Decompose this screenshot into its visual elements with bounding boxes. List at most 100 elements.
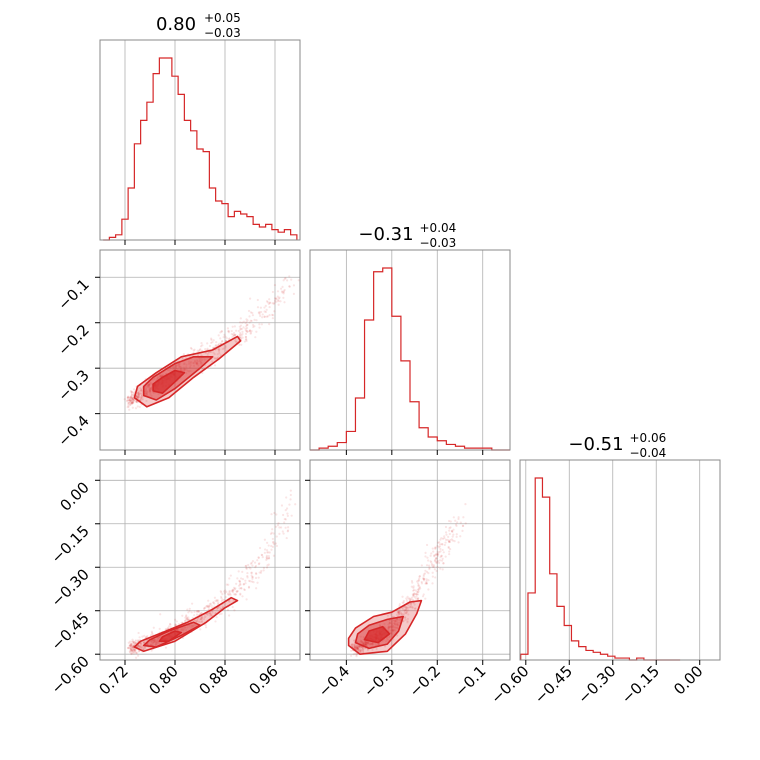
scatter-point <box>238 580 241 583</box>
scatter-point <box>277 299 280 303</box>
scatter-point <box>221 592 224 596</box>
scatter-point <box>265 566 269 569</box>
scatter-point <box>266 315 269 318</box>
scatter-point <box>284 277 287 280</box>
scatter-point <box>213 596 217 599</box>
scatter-point <box>239 593 242 596</box>
scatter-point <box>145 391 148 395</box>
y-tick-label: −0.4 <box>54 412 92 450</box>
scatter-point <box>135 395 139 398</box>
scatter-point <box>203 358 206 361</box>
scatter-point <box>251 314 255 317</box>
panel-frame-0-0 <box>99 39 301 241</box>
scatter-point <box>159 613 162 616</box>
scatter-point <box>250 571 253 574</box>
scatter-point <box>356 640 359 643</box>
scatter-point <box>403 609 406 612</box>
scatter-point <box>358 645 361 648</box>
scatter-point <box>138 636 141 639</box>
scatter-point <box>131 648 134 651</box>
scatter-point <box>140 389 143 392</box>
scatter-point <box>129 647 132 650</box>
scatter-point <box>155 377 159 381</box>
scatter-point <box>174 624 177 627</box>
scatter-point <box>250 571 253 575</box>
scatter-point <box>206 613 209 617</box>
scatter-point <box>364 641 367 645</box>
scatter-point <box>417 588 420 591</box>
scatter-point <box>154 643 157 646</box>
scatter-point <box>194 619 197 622</box>
scatter-point <box>186 617 189 620</box>
scatter-point <box>441 548 444 552</box>
scatter-point <box>427 572 430 575</box>
scatter-point <box>137 395 140 399</box>
scatter-point <box>417 584 420 587</box>
scatter-point <box>383 622 386 626</box>
scatter-point <box>435 561 438 564</box>
scatter-point <box>393 622 396 625</box>
scatter-point <box>289 489 292 492</box>
scatter-point <box>264 548 267 551</box>
scatter-point <box>427 588 430 591</box>
scatter-point <box>407 603 410 607</box>
scatter-point <box>212 346 215 349</box>
scatter-point <box>209 613 213 616</box>
scatter-point <box>150 630 153 633</box>
scatter-point <box>366 643 369 646</box>
scatter-point <box>261 556 264 559</box>
scatter-point <box>179 368 182 371</box>
scatter-point <box>392 622 396 625</box>
scatter-point <box>248 329 252 333</box>
scatter-point <box>216 607 219 610</box>
scatter-point <box>146 391 149 394</box>
scatter-point <box>139 642 143 646</box>
scatter-point <box>153 638 156 642</box>
scatter-point <box>355 646 358 650</box>
scatter-point <box>132 642 135 645</box>
scatter-point <box>188 366 192 369</box>
scatter-point <box>167 625 171 628</box>
scatter-point <box>200 362 203 365</box>
scatter-point <box>132 640 135 643</box>
scatter-point <box>156 376 160 379</box>
scatter-point <box>136 645 139 648</box>
scatter-point <box>168 369 171 372</box>
scatter-point <box>268 314 271 317</box>
scatter-point <box>147 383 150 386</box>
scatter-point <box>159 375 162 378</box>
scatter-point <box>199 359 202 362</box>
scatter-point <box>220 330 223 333</box>
scatter-point <box>130 396 133 399</box>
scatter-point <box>389 625 393 628</box>
scatter-point <box>446 538 449 541</box>
scatter-point <box>440 542 443 546</box>
title-median: −0.51 <box>568 434 623 455</box>
scatter-point <box>217 334 220 337</box>
scatter-point <box>147 384 151 388</box>
scatter-point <box>392 615 395 618</box>
scatter-point <box>282 532 285 535</box>
scatter-point <box>396 621 399 624</box>
scatter-point <box>362 642 365 646</box>
scatter-point <box>128 399 131 402</box>
scatter-point <box>363 647 367 650</box>
scatter-point <box>130 643 133 646</box>
scatter-point <box>412 595 415 598</box>
x-tick-label: −0.45 <box>531 662 576 707</box>
scatter-point <box>241 570 244 573</box>
scatter-point <box>360 640 363 643</box>
scatter-point <box>258 312 261 315</box>
scatter-point <box>223 592 227 595</box>
scatter-point <box>282 291 285 294</box>
scatter-point <box>129 644 132 647</box>
scatter-point <box>245 326 249 330</box>
scatter-point <box>234 333 237 336</box>
scatter-point <box>195 610 199 613</box>
scatter-point <box>234 333 237 337</box>
scatter-point <box>286 279 289 282</box>
scatter-point <box>127 646 130 649</box>
scatter-point <box>263 306 266 309</box>
scatter-point <box>249 562 253 565</box>
